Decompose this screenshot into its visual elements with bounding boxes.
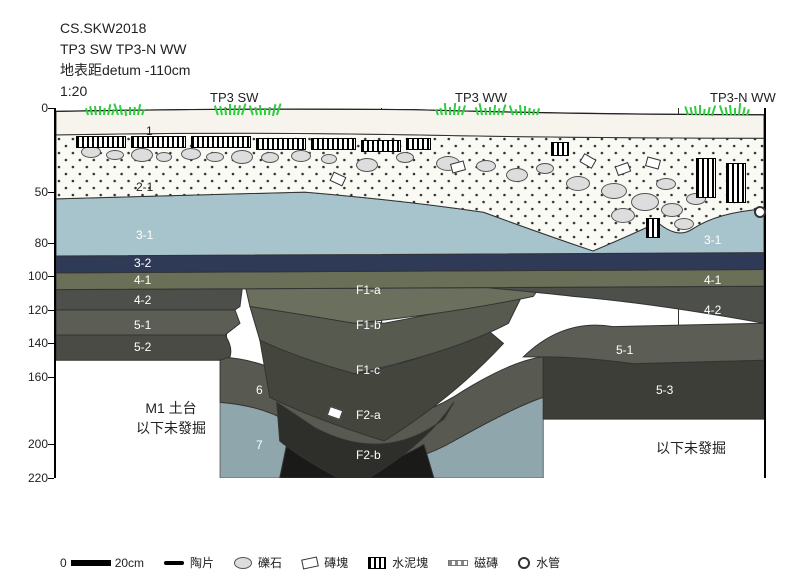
- legend-pipe: 水管: [518, 554, 560, 571]
- rubble-icon: [476, 160, 496, 172]
- grass-icon: [686, 102, 714, 120]
- concrete-icon: [131, 136, 186, 148]
- rubble-icon: [356, 158, 378, 172]
- legend-conc: 水泥塊: [368, 554, 428, 571]
- concrete-icon: [191, 136, 251, 148]
- rubble-icon: [674, 218, 694, 230]
- legend-brick: 磚塊: [302, 554, 348, 571]
- ytick-200: 200: [20, 437, 48, 451]
- ytick-160: 160: [20, 370, 48, 384]
- legend-tile: 磁磚: [448, 554, 498, 571]
- rubble-icon: [536, 163, 554, 174]
- ytick-100: 100: [20, 269, 48, 283]
- concrete-icon: [76, 136, 126, 148]
- grass-icon: [436, 102, 464, 120]
- scale-r: 20cm: [115, 556, 144, 570]
- legend: 0 20cm 陶片 礫石 磚塊 水泥塊 磁磚 水管: [60, 554, 560, 571]
- ytick-80: 80: [20, 236, 48, 250]
- ytick-220: 220: [20, 471, 48, 485]
- ytick-50: 50: [20, 185, 48, 199]
- ytick-120: 120: [20, 303, 48, 317]
- grass-icon: [216, 102, 244, 120]
- concrete-icon: [726, 163, 746, 203]
- rubble-icon: [131, 148, 153, 162]
- hdr-l3: 地表距detum -110cm: [60, 60, 190, 81]
- concrete-icon: [406, 138, 431, 150]
- legend-rubble: 礫石: [234, 554, 282, 571]
- legend-sherd: 陶片: [164, 554, 214, 571]
- rubble-icon: [156, 152, 172, 162]
- grass-icon: [721, 102, 749, 120]
- rubble-icon: [321, 154, 337, 164]
- rubble-icon: [601, 183, 627, 199]
- rubble-icon: [506, 168, 528, 182]
- rubble-icon: [661, 203, 683, 217]
- grass-icon: [116, 102, 144, 120]
- grass-icon: [251, 102, 279, 120]
- rubble-icon: [611, 208, 635, 223]
- grass-icon: [476, 102, 504, 120]
- rubble-icon: [396, 152, 414, 163]
- concrete-icon: [256, 138, 306, 150]
- rubble-icon: [106, 150, 124, 160]
- concrete-icon: [696, 158, 716, 198]
- hdr-l4: 1:20: [60, 81, 190, 102]
- hdr-l1: CS.SKW2018: [60, 18, 190, 39]
- concrete-icon: [551, 142, 569, 156]
- ytick-140: 140: [20, 336, 48, 350]
- grass-icon: [511, 102, 539, 120]
- rubble-icon: [261, 152, 279, 163]
- scale-0: 0: [60, 556, 67, 570]
- rubble-icon: [231, 150, 253, 164]
- rubble-icon: [631, 193, 659, 211]
- concrete-icon: [311, 138, 356, 150]
- rubble-icon: [656, 178, 676, 190]
- rubble-icon: [291, 150, 311, 162]
- rubble-icon: [181, 148, 201, 160]
- stratigraphy-plot: 12-13-13-13-24-14-14-24-25-15-15-25-367F…: [54, 108, 766, 478]
- hdr-l2: TP3 SW TP3-N WW: [60, 39, 190, 60]
- rubble-icon: [206, 152, 224, 162]
- grass-icon: [86, 102, 114, 120]
- pipe-icon: [754, 206, 766, 218]
- concrete-icon: [646, 218, 660, 238]
- rubble-icon: [566, 176, 590, 191]
- ytick-0: 0: [20, 101, 48, 115]
- scale-bar: 0 20cm: [60, 556, 144, 570]
- concrete-icon: [361, 140, 401, 152]
- header-block: CS.SKW2018 TP3 SW TP3-N WW 地表距detum -110…: [60, 18, 190, 102]
